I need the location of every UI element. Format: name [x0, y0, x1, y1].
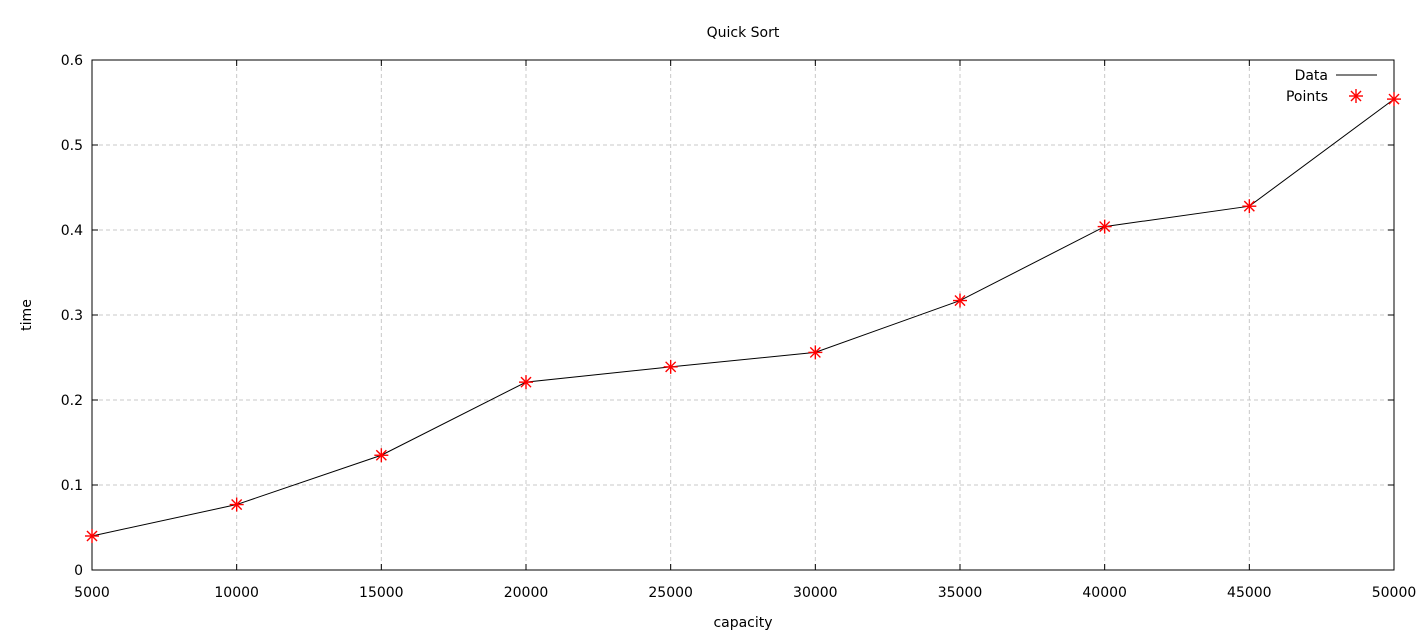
x-tick-label: 45000: [1227, 585, 1272, 601]
legend: Data Points: [1286, 68, 1377, 105]
data-point-marker: [1387, 92, 1401, 107]
x-tick-label: 20000: [504, 585, 549, 601]
axis-ticks: 5000 10000 15000 20000 25000 30000 35000 40000 4…: [61, 53, 1417, 601]
y-tick-label: 0.5: [61, 138, 83, 154]
asterisk-stroke: [1388, 93, 1400, 105]
x-tick-label: 15000: [359, 585, 404, 601]
data-point-marker: [953, 293, 967, 308]
grid-lines: [92, 60, 1394, 570]
asterisk-stroke: [665, 361, 677, 373]
asterisk-stroke: [520, 376, 532, 388]
asterisk-stroke: [86, 530, 98, 542]
data-point-marker: [519, 375, 533, 390]
asterisk-stroke: [809, 346, 821, 358]
y-tick-label: 0.4: [61, 223, 83, 239]
legend-marker-swatch: [1349, 89, 1363, 103]
data-point-marker: [229, 497, 244, 512]
y-axis-label: time: [19, 299, 35, 331]
asterisk-stroke: [1350, 90, 1362, 102]
x-tick-label: 30000: [793, 585, 838, 601]
x-tick-label: 50000: [1372, 585, 1417, 601]
asterisk-stroke: [1099, 221, 1111, 233]
data-point-marker: [85, 529, 99, 543]
data-point-marker: [1097, 219, 1112, 234]
y-tick-label: 0.6: [61, 53, 83, 69]
y-tick-label: 0: [74, 563, 83, 579]
data-series-line: [91, 98, 1395, 537]
data-point-marker: [374, 448, 389, 463]
x-tick-label: 5000: [74, 585, 110, 601]
asterisk-stroke: [231, 499, 243, 511]
asterisk-stroke: [954, 295, 966, 307]
data-point-marker: [663, 359, 678, 374]
y-tick-label: 0.3: [61, 308, 83, 324]
x-axis-label: capacity: [713, 615, 772, 631]
y-tick-label: 0.1: [61, 478, 83, 494]
legend-label: Data: [1295, 68, 1328, 84]
x-tick-label: 10000: [214, 585, 259, 601]
asterisk-stroke: [1243, 200, 1255, 212]
chart-title: Quick Sort: [707, 25, 780, 41]
x-tick-label: 35000: [938, 585, 983, 601]
x-tick-label: 40000: [1082, 585, 1127, 601]
asterisk-stroke: [375, 449, 387, 461]
y-tick-label: 0.2: [61, 393, 83, 409]
legend-label: Points: [1286, 89, 1328, 105]
x-tick-label: 25000: [648, 585, 693, 601]
series-group: [85, 92, 1401, 543]
data-point-marker: [1242, 199, 1257, 214]
data-point-marker: [808, 345, 823, 360]
